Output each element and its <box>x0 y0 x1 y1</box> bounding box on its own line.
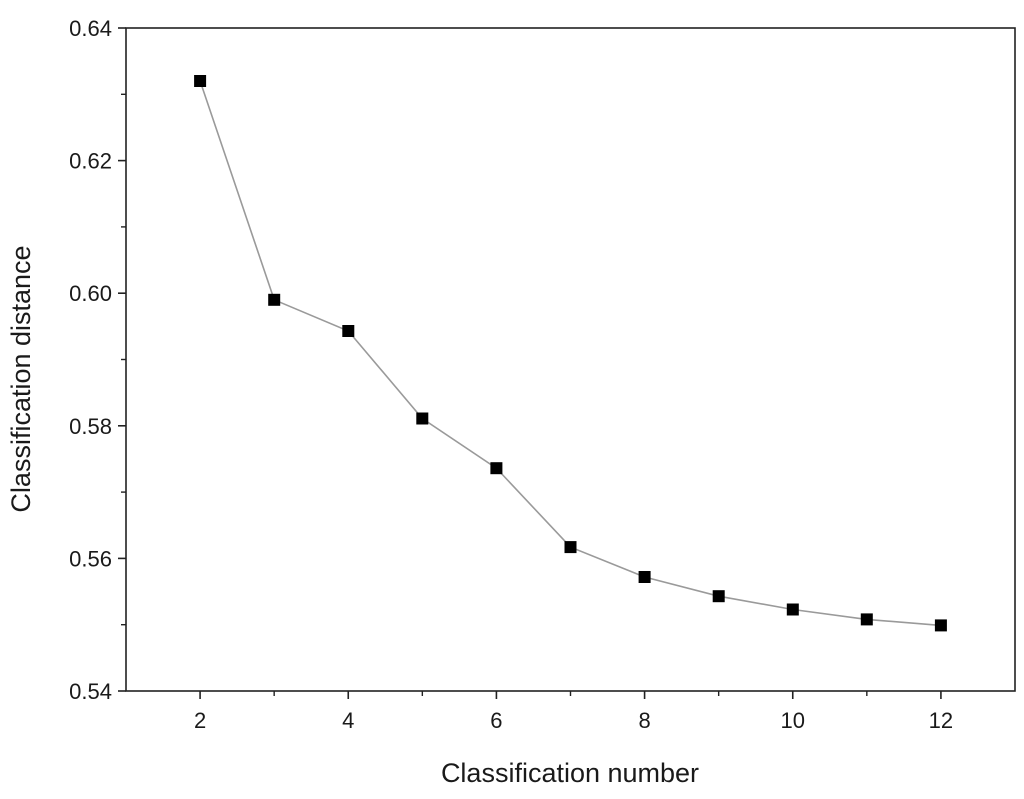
data-point <box>342 325 355 337</box>
y-tick-label: 0.60 <box>69 281 112 306</box>
data-point <box>564 541 577 554</box>
data-point <box>712 590 725 603</box>
x-tick-label: 8 <box>638 708 650 733</box>
data-point <box>860 613 873 626</box>
series-layer <box>194 75 947 632</box>
data-point <box>638 571 651 583</box>
x-axis-title: Classification number <box>441 758 699 788</box>
y-tick-label: 0.58 <box>69 414 112 439</box>
y-tick-label: 0.62 <box>69 149 112 174</box>
x-tick-label: 10 <box>781 708 805 733</box>
y-axis-title: Classification distance <box>6 245 36 512</box>
data-point <box>194 75 207 87</box>
x-tick-label: 4 <box>342 708 354 733</box>
y-axis: 0.54 0.56 0.58 0.60 0.62 0.64 <box>69 16 126 704</box>
x-tick-label: 12 <box>929 708 953 733</box>
data-point <box>786 603 799 616</box>
data-point <box>490 462 503 475</box>
x-tick-label: 6 <box>490 708 502 733</box>
x-axis: 2 4 6 8 10 12 <box>194 691 953 733</box>
x-tick-label: 2 <box>194 708 206 733</box>
y-tick-label: 0.64 <box>69 16 112 41</box>
data-point <box>934 619 947 632</box>
plot-frame <box>125 27 1016 692</box>
data-point <box>416 412 429 425</box>
y-tick-label: 0.56 <box>69 546 112 571</box>
data-point <box>268 293 281 306</box>
y-tick-label: 0.54 <box>69 679 112 704</box>
